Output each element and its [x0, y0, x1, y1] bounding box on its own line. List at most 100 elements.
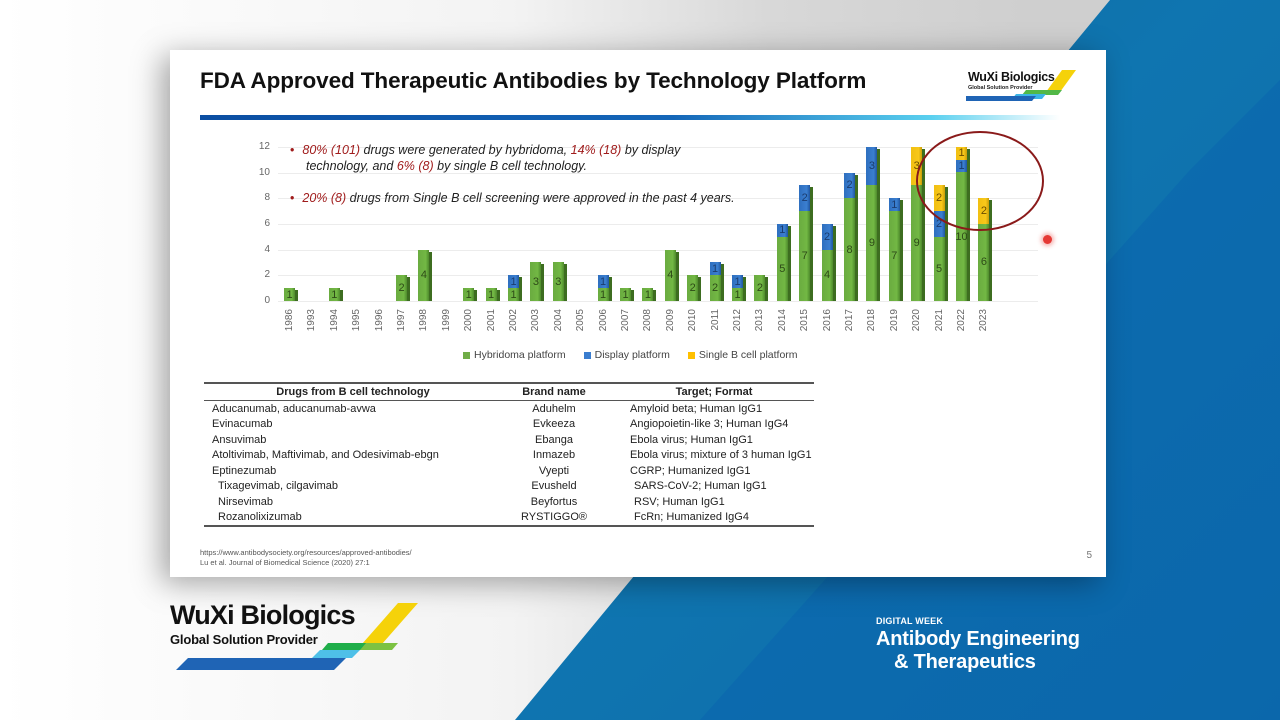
y-tick-label: 12	[258, 140, 270, 152]
bar-3d-side	[720, 264, 724, 301]
x-tick-label: 2001	[485, 309, 497, 332]
bar-segment: 2	[799, 185, 811, 212]
bar-segment: 8	[844, 198, 855, 301]
x-tick-label: 1995	[351, 309, 363, 332]
bar-3d-side	[653, 290, 657, 301]
bar-segment: 7	[888, 211, 900, 301]
title-divider	[200, 115, 1060, 120]
table-cell: Evinacumab	[212, 418, 273, 431]
bar-segment: 1	[597, 275, 609, 289]
event-title-line1: Antibody Engineering	[876, 628, 1080, 650]
bar-segment: 3	[552, 262, 564, 301]
x-tick-label: 2013	[754, 309, 766, 332]
x-tick-label: 1999	[440, 309, 452, 332]
bar-segment: 2	[709, 275, 721, 301]
table-cell: Eptinezumab	[212, 464, 277, 477]
bar-segment: 1	[620, 288, 631, 301]
x-tick-label: 2019	[888, 309, 900, 332]
x-tick-label: 2007	[620, 309, 631, 332]
bar-1994: 1	[328, 288, 343, 301]
table-cell: Nirsevimab	[218, 495, 274, 508]
bar-3d-side	[429, 251, 433, 301]
table-cell: Aduhelm	[532, 402, 576, 415]
table-cell: Ansuvimab	[212, 433, 267, 446]
bar-segment: 4	[664, 249, 676, 301]
bar-segment: 1	[642, 288, 654, 301]
bar-3d-side	[877, 148, 881, 301]
x-tick-label: 2014	[776, 309, 788, 332]
bar-3d-side	[787, 225, 791, 301]
bar-2007: 1	[620, 288, 634, 301]
bar-3d-side	[407, 277, 410, 301]
legend-swatch-blue-icon	[583, 351, 591, 359]
slide-logo-tagline: Global Solution Provider	[968, 85, 1033, 91]
gridline	[278, 146, 1038, 148]
bar-segment: 1	[597, 288, 609, 301]
bar-segment: 3	[866, 146, 878, 186]
y-tick-label: 4	[264, 243, 270, 255]
bar-segment: 2	[687, 275, 699, 301]
brand-stripes-icon	[176, 603, 418, 670]
y-tick-label: 10	[258, 166, 270, 178]
bar-3d-side	[855, 174, 858, 301]
bar-3d-side	[608, 277, 612, 301]
bar-segment: 1	[508, 288, 519, 301]
bar-1998: 4	[418, 249, 433, 301]
x-tick-label: 2008	[642, 309, 654, 332]
table-row: Rozanolixizumab RYSTIGGO® FcRn; Humanized …	[204, 510, 814, 526]
bar-segment: 4	[821, 249, 833, 301]
x-tick-label: 2002	[508, 309, 519, 332]
bar-2008: 1	[642, 288, 657, 301]
table-cell: Vyepti	[538, 464, 570, 477]
bar-segment: 9	[866, 185, 878, 301]
x-tick-label: 2016	[821, 309, 833, 332]
bar-3d-side	[922, 148, 926, 301]
x-tick-label: 2010	[687, 309, 699, 332]
bar-3d-side	[765, 277, 769, 301]
bar-segment: 1	[709, 262, 721, 276]
bar-segment: 1	[508, 275, 519, 289]
bar-segment: 2	[933, 211, 945, 237]
references: https://www.antibodysociety.org/resource…	[200, 548, 412, 567]
bar-segment: 5	[776, 236, 788, 301]
logo-stripes-icon	[966, 70, 1076, 101]
table-row: Tixagevimab, cilgavimab Evusheld SARS-CoV-…	[204, 479, 814, 495]
table-row: Atoltivimab, Maftivimab, and Odesivimab-…	[204, 448, 814, 464]
gridline	[278, 172, 1038, 174]
event-eyebrow: DIGITAL WEEK	[876, 616, 944, 626]
table-cell: Aducanumab, aducanumab-avwa	[212, 402, 376, 415]
bar-1986: 1	[284, 288, 298, 301]
slide-title: FDA Approved Therapeutic Antibodies by T…	[200, 68, 867, 93]
bar-3d-side	[810, 187, 814, 301]
bar-3d-side	[474, 290, 478, 301]
table-cell: Rozanolixizumab	[218, 511, 302, 524]
bar-3d-side	[944, 187, 948, 301]
chart-legend: Hybridoma platform Display platform Sing…	[463, 349, 798, 361]
brand-logo-name: WuXi Biologics	[170, 600, 356, 630]
x-tick-label: 1996	[373, 309, 385, 332]
bar-segment: 4	[418, 249, 430, 301]
table-row: Ansuvimab Ebanga Ebola virus; Human IgG1	[204, 432, 814, 448]
x-tick-label: 2022	[956, 309, 967, 332]
x-tick-label: 1994	[328, 309, 340, 332]
x-tick-label: 2018	[866, 309, 878, 332]
bar-3d-side	[631, 290, 634, 301]
slide-logo: WuXi Biologics Global Solution Provider	[966, 68, 1084, 104]
y-tick-label: 6	[264, 217, 270, 229]
bar-3d-side	[339, 290, 343, 301]
table-row: Evinacumab Evkeeza Angiopoietin-like 3; Hu…	[204, 417, 814, 433]
x-tick-label: 2023	[978, 309, 990, 332]
table-cell: Beyfortus	[530, 495, 578, 508]
bar-3d-side	[989, 200, 993, 301]
gridline	[278, 301, 1038, 302]
bar-2013: 2	[754, 275, 769, 301]
bullet-icon: •	[290, 143, 295, 157]
bar-2010: 2	[687, 275, 702, 301]
